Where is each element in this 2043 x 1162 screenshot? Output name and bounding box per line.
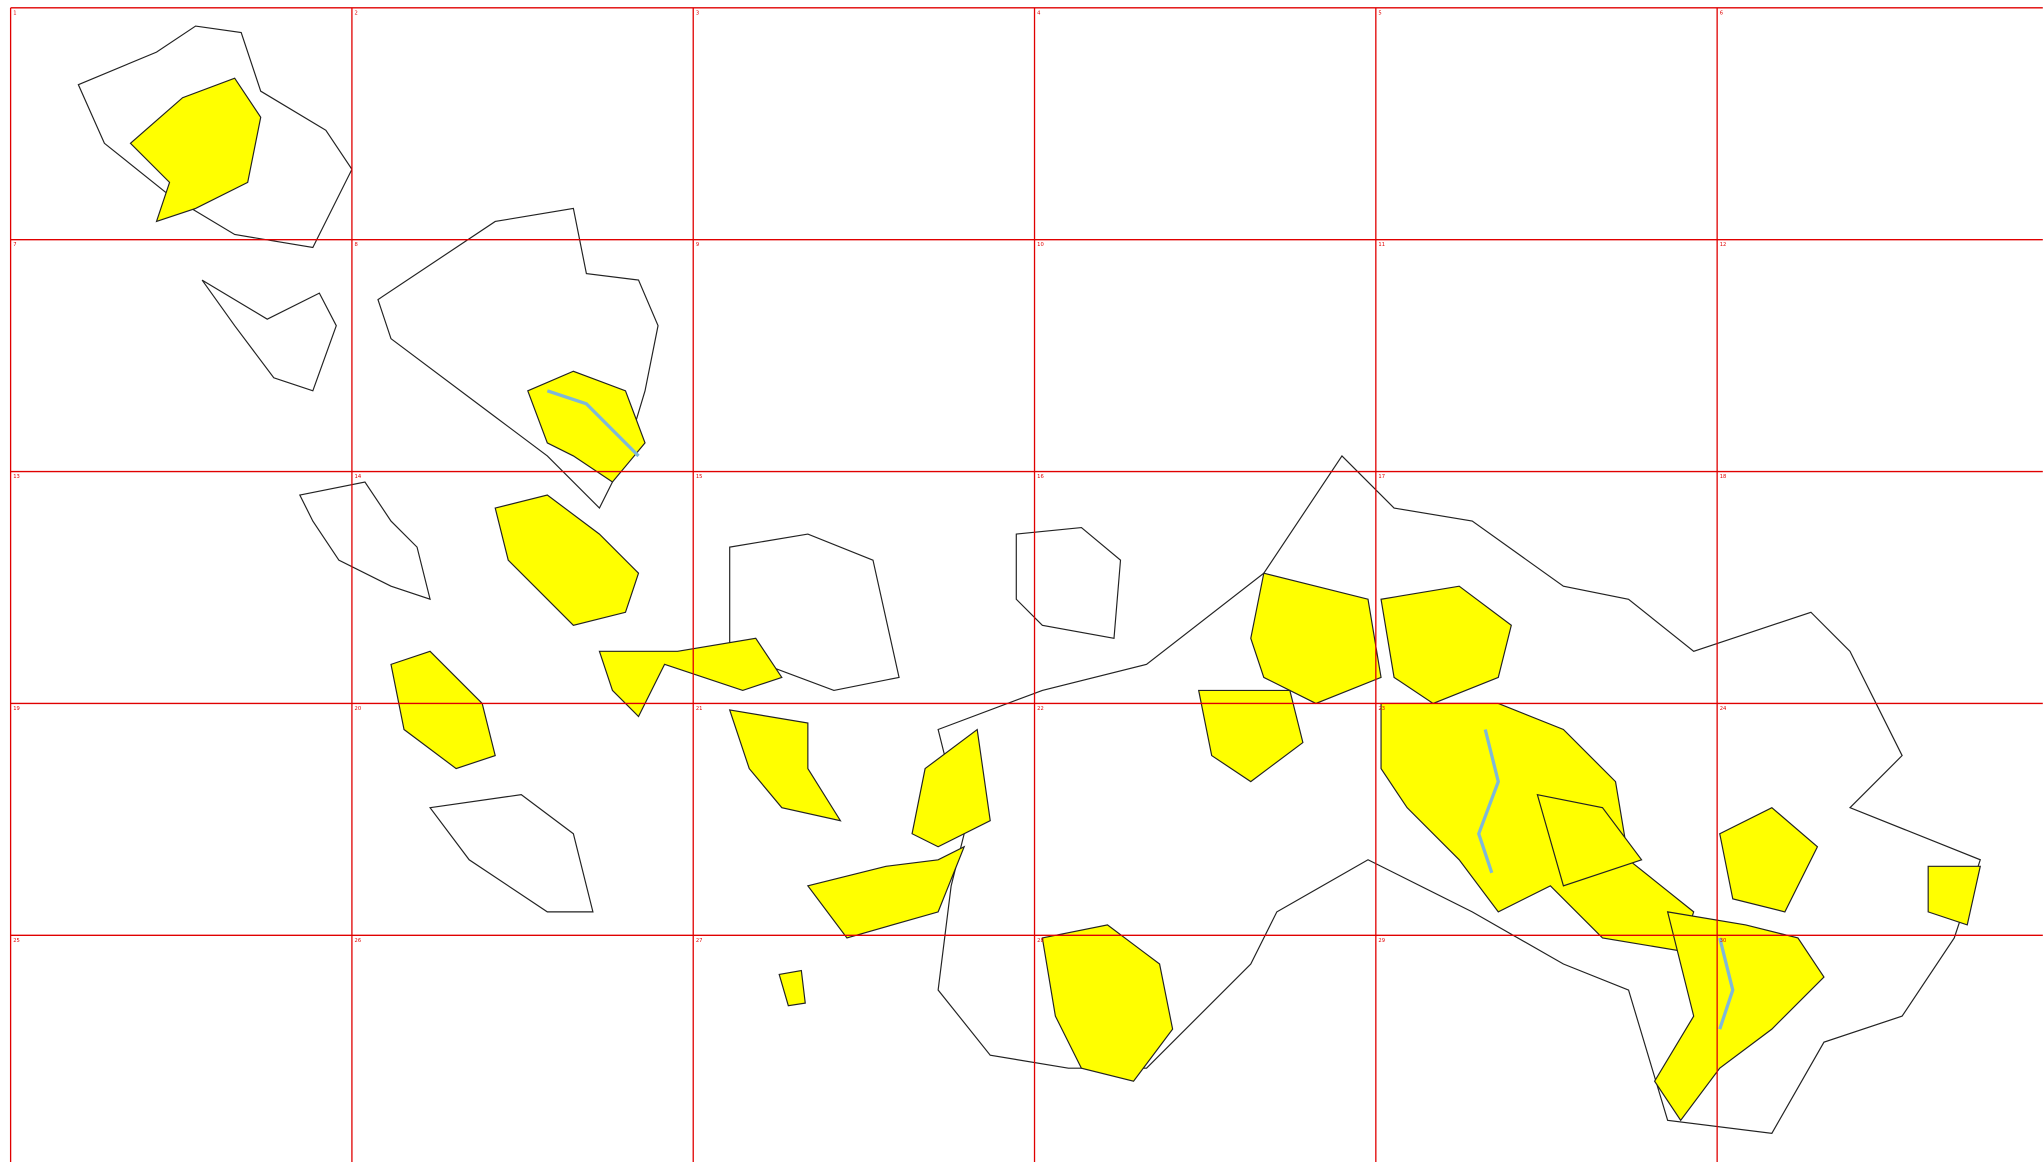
cell-label: 10 xyxy=(1037,242,1044,248)
cell-label: 29 xyxy=(1378,938,1385,944)
parcel-highlight xyxy=(1536,793,1643,887)
cell-label: 30 xyxy=(1720,938,1727,944)
cell-label: 6 xyxy=(1720,10,1723,16)
cell-label: 3 xyxy=(696,10,699,16)
river xyxy=(1477,729,1500,874)
cell-label: 2 xyxy=(355,10,358,16)
cell-label: 9 xyxy=(696,242,699,248)
parcel-highlight xyxy=(1653,911,1825,1122)
river xyxy=(546,389,640,458)
parcel-highlight xyxy=(129,77,262,223)
parcel-highlight xyxy=(1380,585,1512,705)
parcel-highlight xyxy=(1719,806,1819,913)
cell-label: 7 xyxy=(13,242,16,248)
cell-label: 19 xyxy=(13,706,20,712)
river xyxy=(1718,937,1735,1030)
cell-label: 15 xyxy=(696,474,703,480)
parcel-highlight xyxy=(1197,689,1304,783)
cell-label: 20 xyxy=(355,706,362,712)
cell-label: 24 xyxy=(1720,706,1727,712)
parcel-highlight xyxy=(598,637,783,718)
parcel-highlight xyxy=(1380,702,1695,952)
parcel-highlight xyxy=(494,494,640,626)
parcel-highlight xyxy=(728,709,842,822)
cell-label: 5 xyxy=(1378,10,1381,16)
rivers xyxy=(546,389,1735,1030)
cell-label: 1 xyxy=(13,10,16,16)
parcel xyxy=(298,481,431,601)
cell-label: 25 xyxy=(13,938,20,944)
cell-label: 17 xyxy=(1378,474,1385,480)
parcel-highlight xyxy=(527,370,646,483)
parcel-highlight xyxy=(1250,572,1382,705)
parcel-highlight xyxy=(1927,865,1982,926)
cell-label: 21 xyxy=(696,706,703,712)
cell-label: 13 xyxy=(13,474,20,480)
cell-label: 8 xyxy=(355,242,358,248)
cell-label: 11 xyxy=(1378,242,1385,248)
cell-label: 12 xyxy=(1720,242,1727,248)
cell-label: 26 xyxy=(355,938,362,944)
parcel-highlight xyxy=(390,650,496,770)
cell-label: 14 xyxy=(355,474,362,480)
parcel xyxy=(1015,526,1122,640)
cell-label: 22 xyxy=(1037,706,1044,712)
parcel-highlight xyxy=(806,845,966,939)
parcel-highlight xyxy=(1041,924,1174,1082)
cell-label: 16 xyxy=(1037,474,1044,480)
parcel-highlight xyxy=(911,728,991,848)
cell-label: 27 xyxy=(696,938,703,944)
cell-label: 18 xyxy=(1720,474,1727,480)
cell-label: 23 xyxy=(1378,706,1385,712)
parcel xyxy=(429,794,594,913)
cell-label: 4 xyxy=(1037,10,1041,16)
cell-label: 28 xyxy=(1037,938,1044,944)
parcel xyxy=(201,279,337,392)
highlighted-parcels xyxy=(129,77,1982,1122)
parcel-highlight xyxy=(778,969,806,1007)
